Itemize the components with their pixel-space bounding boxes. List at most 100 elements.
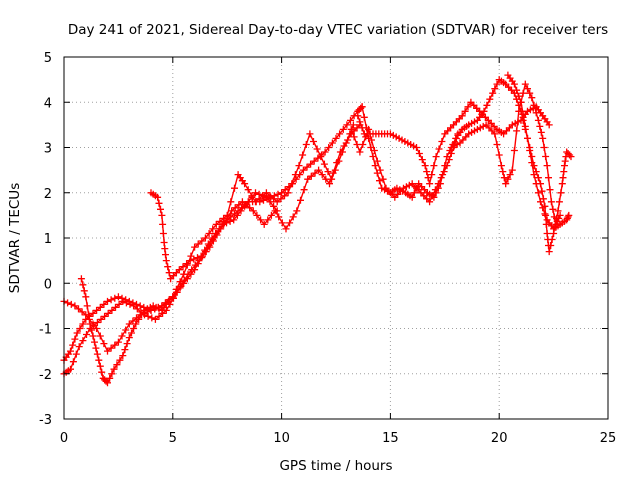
data-point <box>282 225 290 233</box>
data-point <box>130 302 138 310</box>
series-trace-2 <box>60 121 364 378</box>
data-point <box>447 150 455 157</box>
data-point <box>543 162 551 170</box>
series-line <box>450 83 561 226</box>
data-point <box>132 320 140 328</box>
data-point <box>537 128 545 136</box>
data-point <box>135 315 143 323</box>
data-point <box>209 225 217 233</box>
data-point <box>349 121 357 129</box>
data-point <box>144 312 152 320</box>
data-point <box>557 189 565 197</box>
y-tick-label: 3 <box>44 142 52 157</box>
data-point <box>545 248 553 256</box>
data-point <box>310 157 318 165</box>
data-point <box>123 340 131 348</box>
series-line <box>63 124 355 352</box>
data-point <box>373 157 381 165</box>
data-point <box>159 230 167 237</box>
data-point <box>212 220 220 228</box>
data-point <box>426 198 434 206</box>
data-point <box>415 150 423 157</box>
data-point <box>257 216 265 224</box>
data-point <box>244 186 252 194</box>
data-point <box>101 312 109 320</box>
data-point <box>231 204 239 212</box>
y-tick-label: -1 <box>39 323 52 338</box>
y-tick-label: -3 <box>39 413 52 428</box>
data-point <box>458 112 466 120</box>
data-point <box>161 245 169 253</box>
data-point <box>130 325 138 332</box>
data-point <box>558 180 566 188</box>
data-point <box>438 138 446 145</box>
data-point <box>553 214 560 222</box>
data-point <box>220 214 228 222</box>
data-point <box>437 174 445 182</box>
data-point <box>521 80 529 88</box>
data-point <box>281 192 288 200</box>
data-point <box>370 147 378 154</box>
data-point <box>179 263 187 271</box>
y-tick-label: 2 <box>44 187 52 202</box>
data-point <box>215 225 223 233</box>
data-point <box>67 347 74 355</box>
data-point <box>510 80 518 88</box>
data-point <box>69 358 77 366</box>
data-point <box>332 134 340 142</box>
data-point <box>235 201 243 209</box>
data-point <box>454 130 462 138</box>
data-point <box>445 156 453 164</box>
data-point <box>335 157 343 165</box>
data-point <box>360 113 368 121</box>
data-point <box>212 230 220 237</box>
data-point <box>532 168 540 176</box>
data-point <box>299 166 307 174</box>
x-tick-label: 25 <box>600 431 617 446</box>
data-point <box>532 109 540 117</box>
data-point <box>545 174 552 182</box>
data-point <box>104 309 112 317</box>
data-point <box>299 151 307 159</box>
data-point <box>119 352 127 360</box>
series-line <box>63 106 363 361</box>
data-point <box>206 243 214 251</box>
data-point <box>499 168 507 176</box>
data-point <box>205 230 213 237</box>
data-point <box>521 122 529 130</box>
data-point <box>92 344 100 352</box>
data-point <box>273 207 281 215</box>
data-point <box>502 180 510 188</box>
data-point <box>291 171 299 179</box>
data-point <box>542 153 550 160</box>
data-point <box>159 220 167 228</box>
data-point <box>359 141 367 148</box>
data-point <box>231 184 238 192</box>
data-point <box>331 166 339 174</box>
data-point <box>539 134 547 142</box>
data-point <box>249 207 257 215</box>
data-point <box>83 331 90 338</box>
data-point <box>491 130 499 138</box>
data-point <box>119 297 127 305</box>
y-axis-label: SDTVAR / TECUs <box>7 183 23 293</box>
data-point <box>79 281 87 289</box>
series-line <box>150 192 278 280</box>
y-tick-label: -2 <box>39 368 52 383</box>
data-point <box>118 332 126 340</box>
data-point <box>320 160 328 168</box>
data-point <box>551 222 559 230</box>
data-point <box>356 118 364 126</box>
data-point <box>295 162 303 170</box>
x-tick-label: 10 <box>273 431 290 446</box>
data-point <box>172 285 180 293</box>
data-point <box>563 216 571 224</box>
data-point <box>542 220 550 228</box>
data-point <box>106 374 114 382</box>
data-point <box>155 199 163 207</box>
data-point <box>230 216 238 224</box>
data-point <box>310 138 317 145</box>
data-point <box>452 135 460 142</box>
data-point <box>273 198 281 206</box>
data-point <box>559 174 567 182</box>
